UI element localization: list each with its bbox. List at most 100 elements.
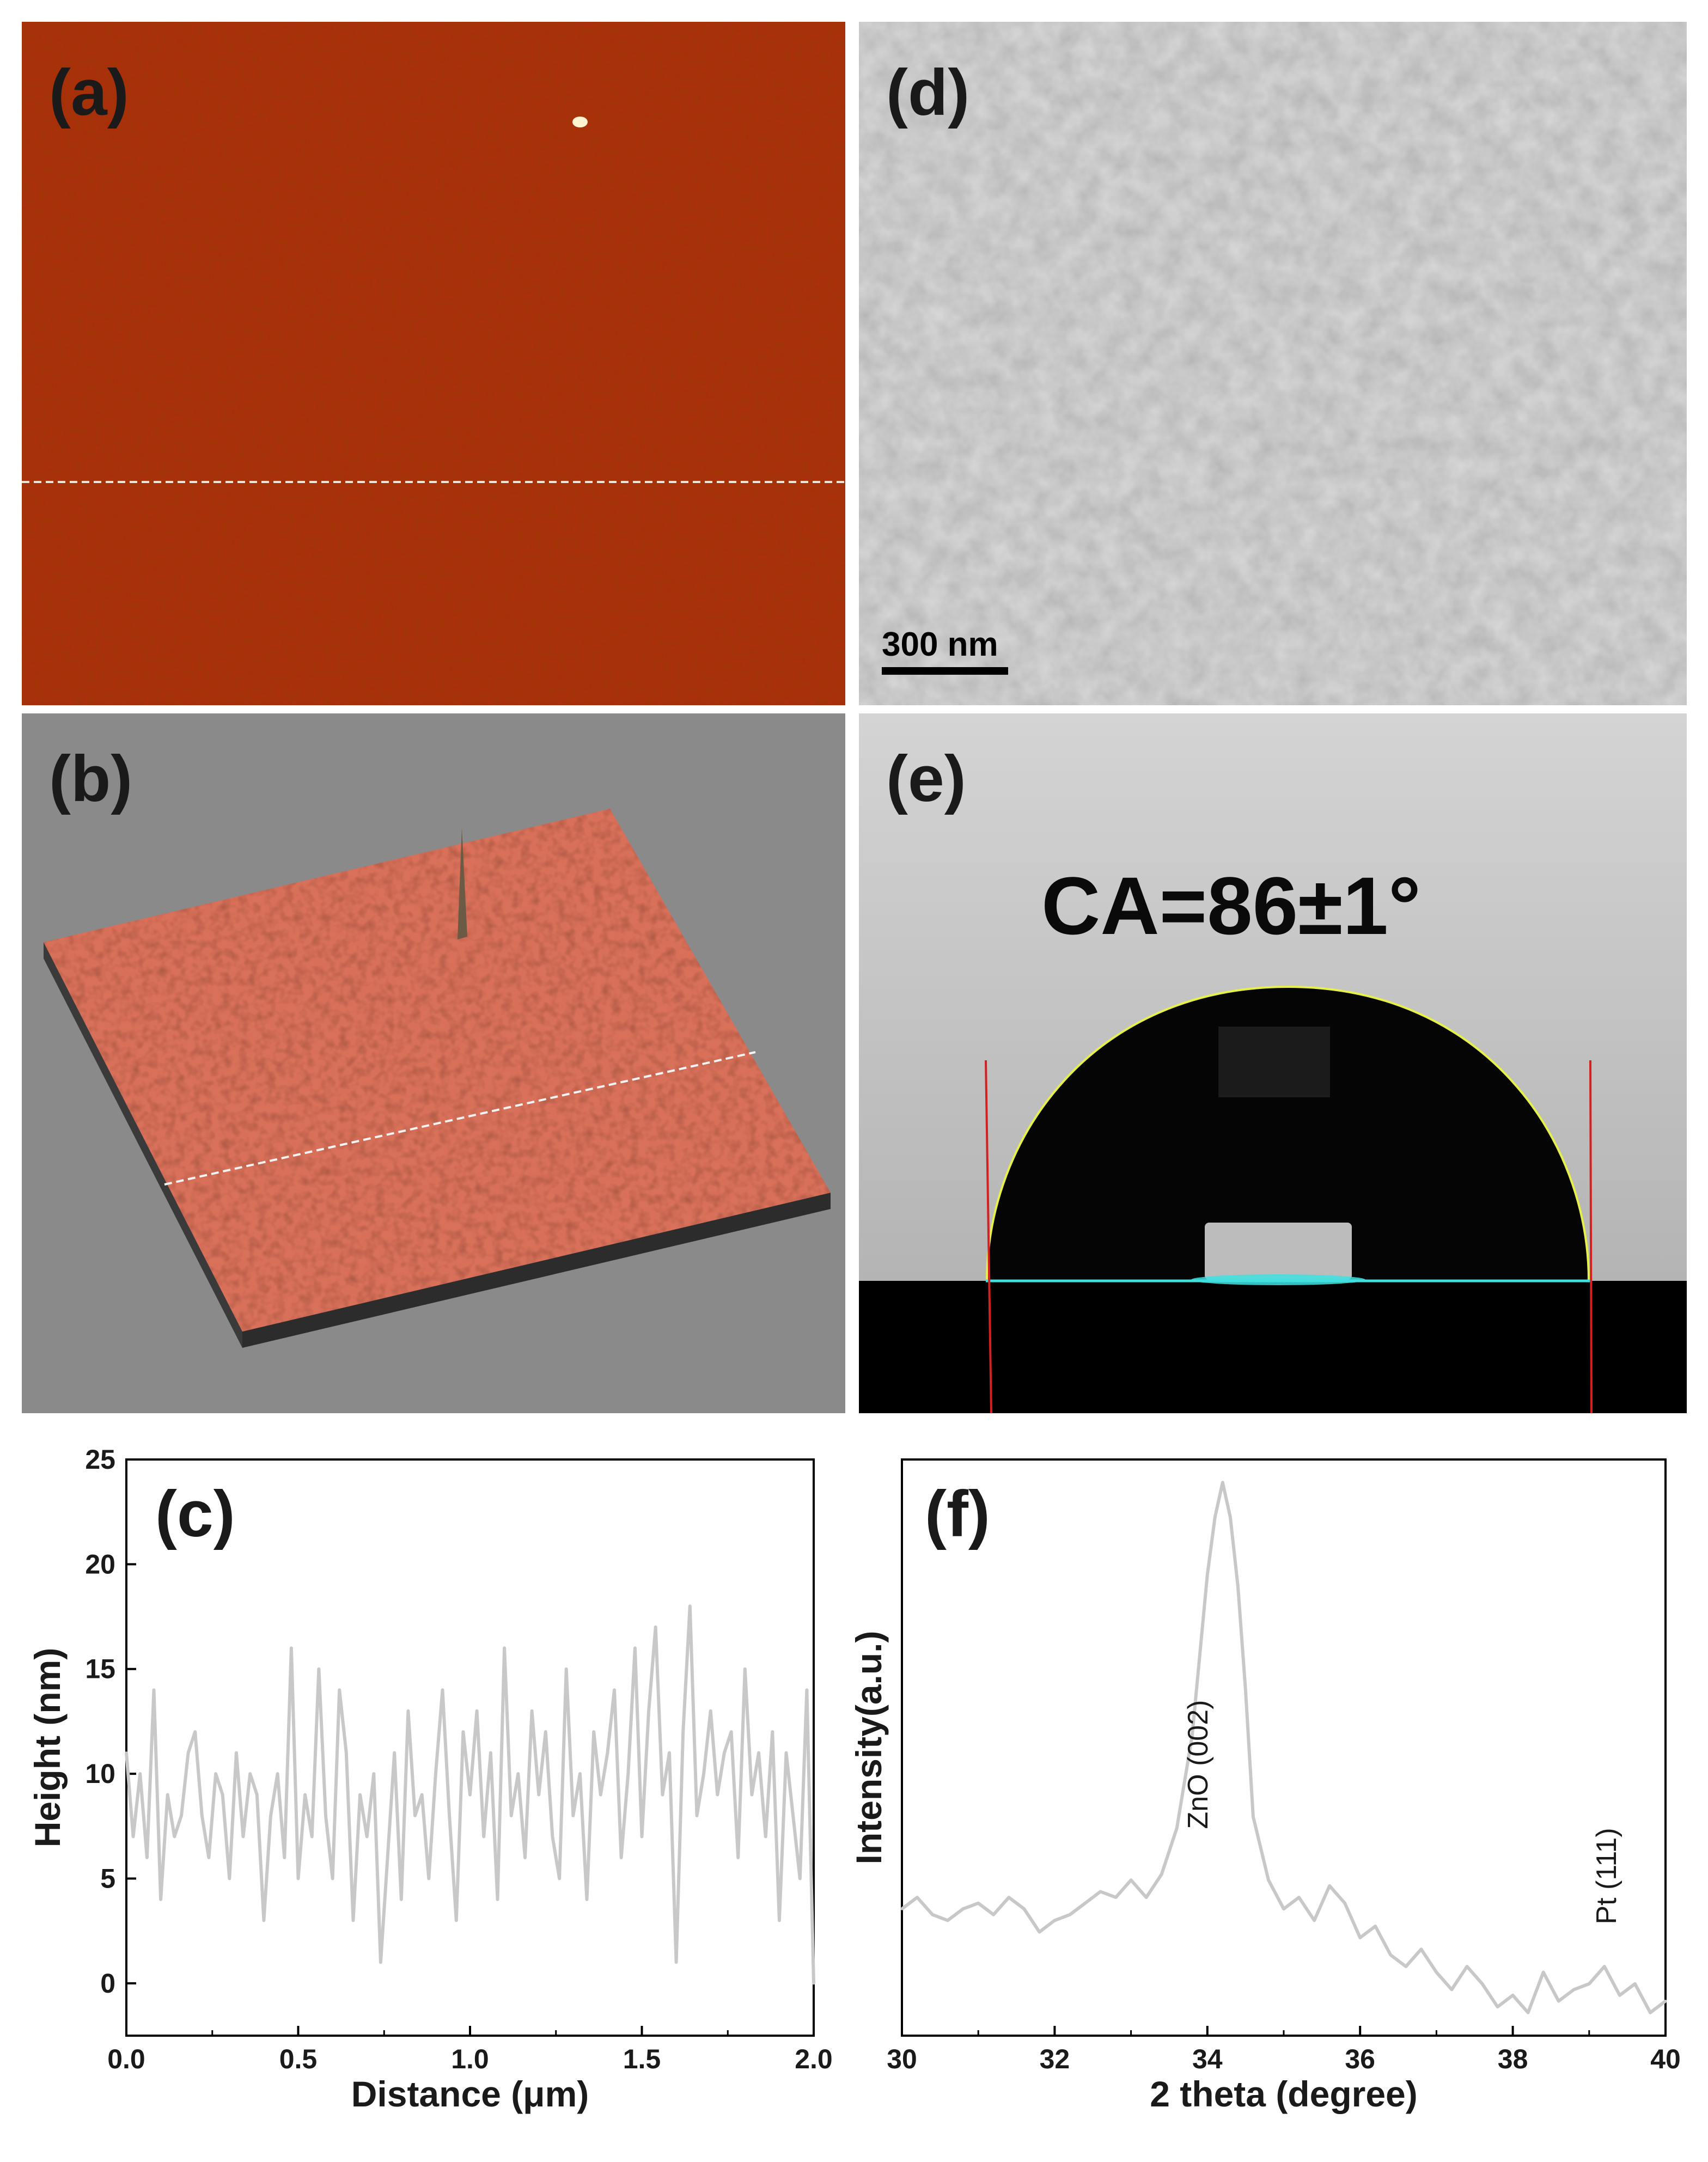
- data-point: [1465, 1965, 1468, 1968]
- data-point: [977, 1902, 980, 1905]
- data-point: [317, 1668, 320, 1671]
- data-point: [1229, 1516, 1232, 1519]
- data-point: [647, 1709, 650, 1713]
- data-point: [173, 1835, 176, 1839]
- data-point: [992, 1913, 995, 1916]
- data-point: [791, 1814, 795, 1817]
- data-point: [255, 1793, 259, 1797]
- water-droplet: [985, 985, 1590, 1282]
- data-point: [1130, 1878, 1133, 1882]
- data-point: [166, 1793, 169, 1797]
- data-point: [764, 1835, 767, 1839]
- data-point: [276, 1772, 279, 1775]
- data-point: [1221, 1481, 1224, 1484]
- data-point: [916, 1896, 919, 1899]
- data-point: [1542, 1971, 1545, 1974]
- right-tangent-marker: [1589, 1060, 1593, 1413]
- contact-angle-value: CA=86±1°: [1041, 860, 1421, 951]
- panel-a-label: (a): [49, 56, 129, 129]
- scale-bar-label: 300 nm: [882, 626, 998, 663]
- sem-image: [859, 22, 1687, 705]
- data-point: [1191, 1735, 1194, 1738]
- data-point: [1236, 1585, 1240, 1588]
- data-point: [1511, 1994, 1515, 1997]
- data-point: [571, 1814, 575, 1817]
- data-point: [187, 1751, 190, 1755]
- data-point: [537, 1793, 540, 1797]
- peak-annotation: ZnO (002): [1182, 1700, 1214, 1829]
- data-point: [420, 1793, 424, 1797]
- data-point: [1038, 1931, 1041, 1934]
- data-point: [1099, 1890, 1102, 1893]
- data-point: [523, 1856, 527, 1859]
- data-point: [461, 1730, 465, 1733]
- data-point: [626, 1772, 630, 1775]
- x-tick-label: 2.0: [795, 2044, 833, 2074]
- data-point: [613, 1688, 616, 1691]
- data-point: [1206, 1573, 1209, 1577]
- data-point: [1282, 1907, 1285, 1910]
- data-point: [544, 1730, 547, 1733]
- panel-c-label: (c): [155, 1477, 235, 1550]
- data-point: [516, 1772, 520, 1775]
- data-point: [709, 1709, 712, 1713]
- afm-3d-image: [44, 809, 831, 1348]
- x-tick-label: 0.5: [279, 2044, 318, 2074]
- data-point: [180, 1814, 183, 1817]
- afm-bright-particle: [572, 117, 588, 127]
- data-point: [716, 1793, 719, 1797]
- x-axis-label: 2 theta (degree): [1150, 2074, 1417, 2114]
- data-point: [599, 1793, 602, 1797]
- data-point: [448, 1814, 451, 1817]
- data-point: [152, 1688, 155, 1691]
- data-point: [785, 1751, 788, 1755]
- data-point: [702, 1772, 705, 1775]
- x-tick-label: 32: [1040, 2044, 1070, 2074]
- panel-a-afm-map: (a): [22, 22, 845, 705]
- data-point: [695, 1814, 698, 1817]
- data-point: [1419, 1947, 1423, 1951]
- droplet-reflection: [1205, 1223, 1352, 1280]
- data-point: [221, 1793, 224, 1797]
- data-point: [661, 1793, 664, 1797]
- panel-b-afm-3d: (b): [22, 713, 845, 1413]
- data-point: [1213, 1516, 1217, 1519]
- data-point: [654, 1626, 657, 1629]
- x-tick-label: 34: [1192, 2044, 1223, 2074]
- data-point: [1022, 1907, 1026, 1910]
- data-point: [1527, 2011, 1530, 2014]
- data-point: [297, 1877, 300, 1880]
- data-point: [558, 1877, 561, 1880]
- data-point: [489, 1751, 492, 1755]
- data-point: [675, 1961, 678, 1964]
- afm-3d-spike: [457, 828, 467, 939]
- data-point: [778, 1919, 781, 1922]
- data-point: [475, 1709, 479, 1713]
- data-point: [1297, 1896, 1301, 1899]
- data-point: [386, 1856, 389, 1859]
- data-point: [496, 1898, 499, 1901]
- data-point: [771, 1730, 774, 1733]
- data-point: [242, 1835, 245, 1839]
- data-point: [1496, 2005, 1499, 2008]
- data-point: [1114, 1896, 1118, 1899]
- data-point: [620, 1856, 623, 1859]
- data-point: [1328, 1884, 1331, 1888]
- data-point: [688, 1604, 692, 1608]
- data-point: [1313, 1919, 1316, 1922]
- data-point: [1389, 1953, 1392, 1957]
- xrd-pattern-chart: 30 32 34 36 38 40 2 theta (degree) Intensity(a.…: [854, 1458, 1681, 2114]
- data-point: [805, 1688, 808, 1691]
- data-point: [1267, 1878, 1270, 1882]
- data-point: [159, 1898, 162, 1901]
- data-point: [1435, 1971, 1438, 1974]
- data-point: [228, 1877, 231, 1880]
- data-point: [310, 1835, 314, 1839]
- data-point: [145, 1856, 149, 1859]
- data-point: [132, 1835, 135, 1839]
- y-axis-label: Intensity(a.u.): [854, 1630, 889, 1864]
- data-point: [743, 1668, 747, 1671]
- data-point: [1175, 1827, 1179, 1830]
- data-point: [798, 1877, 802, 1880]
- data-point: [1007, 1896, 1010, 1899]
